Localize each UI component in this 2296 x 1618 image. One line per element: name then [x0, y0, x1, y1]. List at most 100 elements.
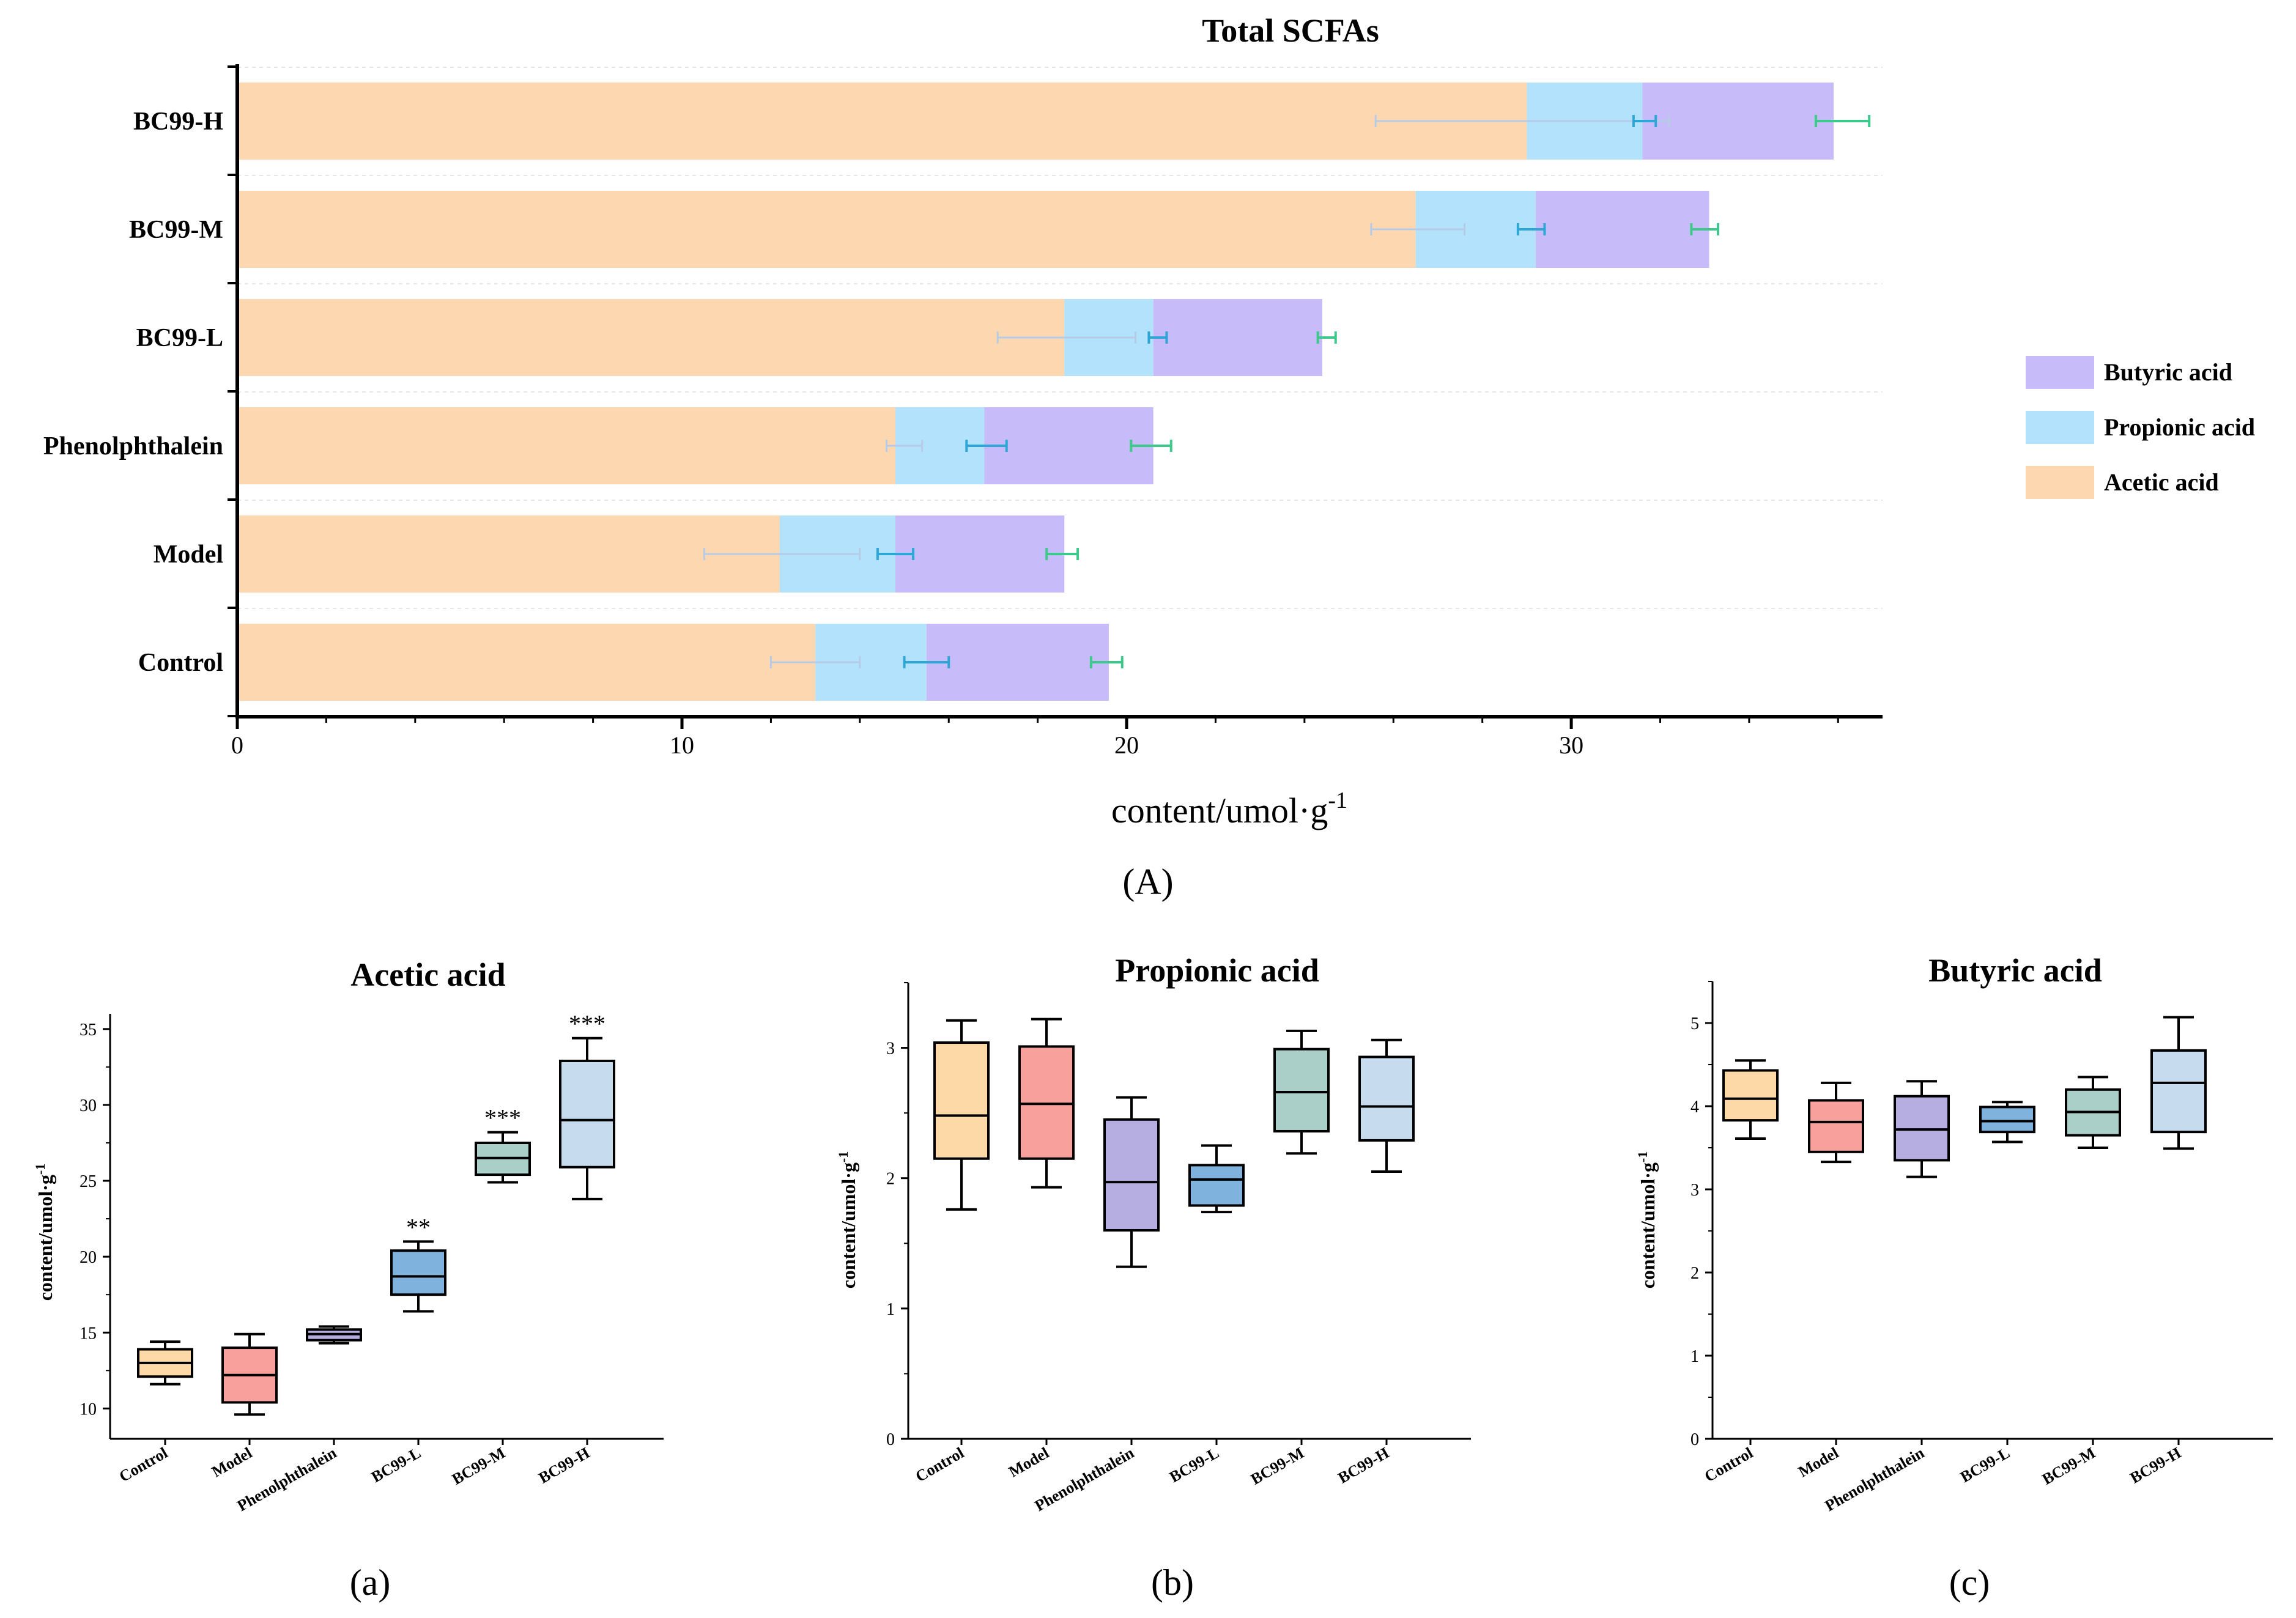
propionic-x-tick-label-bc99-h: BC99-H [1335, 1444, 1392, 1487]
acetic-x-tick-label-control: Control [116, 1444, 171, 1485]
butyric-box-bc99-h [2150, 1049, 2207, 1134]
acetic-y-tick-label: 20 [80, 1248, 97, 1267]
butyric-box-model [1808, 1099, 1864, 1153]
butyric-y-axis-label: content/umol·g-1 [1635, 1151, 1659, 1289]
acetic-box-bc99-h [559, 1059, 615, 1169]
propionic-y-tick-label: 0 [886, 1430, 895, 1449]
propionic-box-bc99-h [1358, 1055, 1415, 1142]
bar-model-acetic-acid [237, 515, 780, 593]
propionic-box-bc99-l [1188, 1164, 1245, 1207]
acetic-y-tick-label: 25 [80, 1172, 97, 1191]
propionic-y-tick-label: 1 [886, 1300, 895, 1319]
category-label-control: Control [138, 649, 223, 677]
butyric-x-tick-label-control: Control [1702, 1444, 1756, 1485]
acetic-box-bc99-l [390, 1249, 446, 1296]
propionic-x-tick-label-bc99-l: BC99-L [1166, 1444, 1222, 1486]
propionic-y-tick-label: 3 [886, 1040, 895, 1058]
butyric-y-tick-label: 4 [1691, 1098, 1699, 1117]
panel-a-lower-figure-label: (a) [350, 1562, 391, 1603]
panel-c-figure-label: (c) [1949, 1562, 1990, 1603]
butyric-y-tick-label: 2 [1691, 1264, 1699, 1283]
x-tick-label: 0 [231, 731, 243, 759]
acetic-x-tick-label-model: Model [209, 1444, 255, 1480]
legend-label-propionic-acid: Propionic acid [2104, 413, 2255, 441]
bar-control-acetic-acid [237, 624, 816, 701]
panel-a-title: Total SCFAs [1202, 12, 1379, 49]
bar-control-butyric-acid [926, 624, 1109, 701]
bar-bc99-h-butyric-acid [1642, 83, 1834, 160]
panel-a-gridlines [237, 67, 1883, 609]
butyric-box-control [1722, 1069, 1779, 1122]
x-tick-label: 30 [1559, 731, 1583, 759]
butyric-x-tick-label-bc99-l: BC99-L [1957, 1444, 2013, 1486]
butyric-y-tick-label: 5 [1691, 1014, 1699, 1033]
x-tick-label: 10 [670, 731, 694, 759]
panel-a-stacked-bar-chart: Total SCFAs 0 10 20 30 Control Model Phenolph… [43, 12, 2255, 902]
bar-bc99-m-butyric-acid [1535, 191, 1709, 268]
panel-a-ticks: 0 10 20 30 [228, 65, 1839, 759]
butyric-title: Butyric acid [1928, 952, 2102, 989]
propionic-box-control [933, 1041, 990, 1160]
bar-phenolphthalein-butyric-acid [984, 407, 1154, 484]
category-label-bc99-m: BC99-M [129, 216, 223, 244]
acetic-x-tick-label-bc99-l: BC99-L [368, 1444, 424, 1486]
butyric-box-bc99-l [1979, 1106, 2035, 1134]
propionic-x-tick-label-control: Control [913, 1444, 967, 1485]
butyric-x-tick-label-model: Model [1795, 1444, 1842, 1480]
panel-a-bars [237, 83, 1834, 701]
legend-label-acetic-acid: Acetic acid [2104, 468, 2219, 496]
butyric-y-tick-label: 1 [1691, 1347, 1699, 1366]
bar-bc99-h-acetic-acid [237, 83, 1527, 160]
acetic-y-tick-label: 35 [80, 1021, 97, 1040]
x-tick-label: 20 [1114, 731, 1139, 759]
butyric-x-tick-label-bc99-h: BC99-H [2127, 1444, 2184, 1487]
propionic-box-model [1018, 1045, 1075, 1160]
propionic-x-tick-label-model: Model [1005, 1444, 1052, 1480]
propionic-box-phenolphthalein [1103, 1118, 1160, 1232]
legend-swatch-acetic-acid [2026, 466, 2094, 499]
category-label-model: Model [154, 541, 223, 569]
panel-a-figure-label: (A) [1122, 862, 1173, 902]
panel-a-error-bars [703, 115, 1871, 668]
acetic-x-tick-label-bc99-m: BC99-M [449, 1444, 508, 1488]
panel-a-legend: Butyric acid Propionic acid Acetic acid [2026, 356, 2255, 499]
acetic-y-axis-label: content/umol·g-1 [32, 1164, 56, 1301]
category-label-phenolphthalein: Phenolphthalein [43, 432, 223, 460]
acetic-y-tick-label: 15 [80, 1324, 97, 1343]
bar-bc99-m-acetic-acid [237, 191, 1416, 268]
category-label-bc99-h: BC99-H [133, 108, 223, 136]
acetic-y-tick-label: 30 [80, 1096, 97, 1115]
bar-phenolphthalein-acetic-acid [237, 407, 895, 484]
butyric-y-tick-label: 3 [1691, 1181, 1699, 1200]
panel-a-x-axis-label: content/umol·g-1 [1111, 788, 1347, 830]
legend-swatch-propionic-acid [2026, 411, 2094, 444]
propionic-box-bc99-m [1273, 1047, 1330, 1132]
propionic-title: Propionic acid [1115, 952, 1319, 989]
butyric-y-tick-label: 0 [1691, 1430, 1699, 1449]
bar-model-butyric-acid [895, 515, 1065, 593]
acetic-significance-bc99-m: *** [484, 1104, 521, 1132]
panel-a-category-labels: Control Model Phenolphthalein BC99-L BC99-M B… [43, 108, 223, 677]
butyric-box-phenolphthalein [1894, 1095, 1950, 1162]
butyric-x-tick-label-bc99-m: BC99-M [2039, 1444, 2098, 1488]
propionic-y-axis-label: content/umol·g-1 [835, 1151, 859, 1289]
propionic-y-tick-label: 2 [886, 1170, 895, 1189]
bar-bc99-l-acetic-acid [237, 299, 1065, 376]
bar-bc99-l-butyric-acid [1153, 299, 1322, 376]
legend-swatch-butyric-acid [2026, 356, 2094, 389]
acetic-title: Acetic acid [350, 956, 505, 993]
acetic-significance-bc99-h: *** [569, 1010, 605, 1038]
acetic-significance-bc99-l: ** [406, 1213, 431, 1241]
acetic-y-tick-label: 10 [80, 1400, 97, 1419]
panel-b-figure-label: (b) [1151, 1562, 1194, 1603]
legend-label-butyric-acid: Butyric acid [2104, 358, 2232, 386]
acetic-x-tick-label-bc99-h: BC99-H [536, 1444, 593, 1487]
propionic-x-tick-label-bc99-m: BC99-M [1248, 1444, 1307, 1488]
